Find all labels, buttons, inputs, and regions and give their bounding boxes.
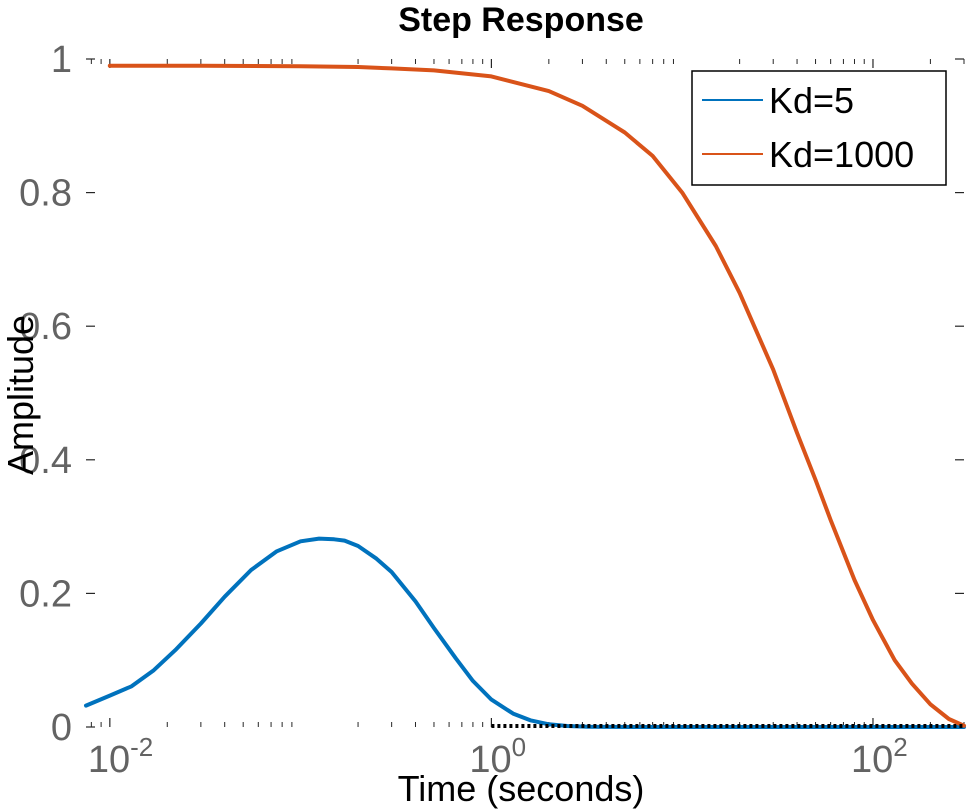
x-tick-label: 100 (469, 732, 526, 781)
y-tick-label: 0.4 (19, 440, 72, 482)
legend: Kd=5 Kd=1000 (691, 70, 947, 186)
y-tick-label: 1 (51, 39, 72, 81)
legend-label-kd1000: Kd=1000 (769, 134, 914, 175)
chart-title: Step Response (398, 1, 644, 39)
major-ticks (86, 58, 964, 728)
legend-box (691, 70, 947, 186)
y-tick-labels: 0 0.2 0.4 0.6 0.8 1 (19, 39, 72, 749)
y-tick-label: 0 (51, 707, 72, 749)
y-tick-label: 0.8 (19, 173, 72, 215)
x-tick-label: 10-2 (88, 732, 153, 781)
x-axis-label: Time (seconds) (398, 768, 645, 809)
legend-label-kd5: Kd=5 (769, 80, 854, 121)
series-line-kd1000 (107, 63, 966, 728)
y-tick-label: 0.2 (19, 573, 72, 615)
y-axis-label: Amplitude (0, 315, 41, 475)
x-tick-labels: 10-2 100 102 (88, 732, 908, 781)
y-tick-label: 0.6 (19, 306, 72, 348)
x-tick-label: 102 (851, 732, 908, 781)
